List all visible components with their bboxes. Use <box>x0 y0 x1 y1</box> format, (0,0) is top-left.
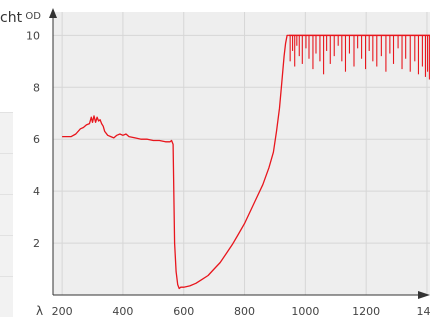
side-panel-row <box>0 235 13 276</box>
series-line <box>62 34 289 290</box>
x-tick-label: 600 <box>173 305 194 318</box>
y-tick-label: 10 <box>26 29 40 42</box>
x-tick-label: 800 <box>234 305 255 318</box>
cropped-label: cht <box>0 10 23 26</box>
y-axis-label: OD <box>25 11 41 22</box>
x-tick-label: 1200 <box>352 305 380 318</box>
y-tick-label: 4 <box>33 185 40 198</box>
tick-labels: 200 400 600 800 1000 1200 140 2 4 6 8 10 OD λ <box>25 11 430 318</box>
x-tick-label: 200 <box>52 305 73 318</box>
series-layer <box>62 34 430 290</box>
side-panel-row <box>0 276 13 317</box>
y-axis-arrow <box>49 8 57 18</box>
plot-background <box>53 12 430 295</box>
x-axis-label: λ <box>36 304 43 318</box>
x-axis-arrow <box>418 291 430 299</box>
side-panel-row <box>0 194 13 235</box>
x-tick-label: 1000 <box>291 305 319 318</box>
x-tick-label: 400 <box>112 305 133 318</box>
grid-lines <box>53 12 430 295</box>
axes <box>49 8 430 299</box>
y-tick-label: 8 <box>33 81 40 94</box>
y-tick-label: 6 <box>33 133 40 146</box>
y-tick-label: 2 <box>33 237 40 250</box>
side-panel-row <box>0 153 13 194</box>
x-tick-label: 140 <box>416 305 430 318</box>
side-panel-row <box>0 112 13 153</box>
